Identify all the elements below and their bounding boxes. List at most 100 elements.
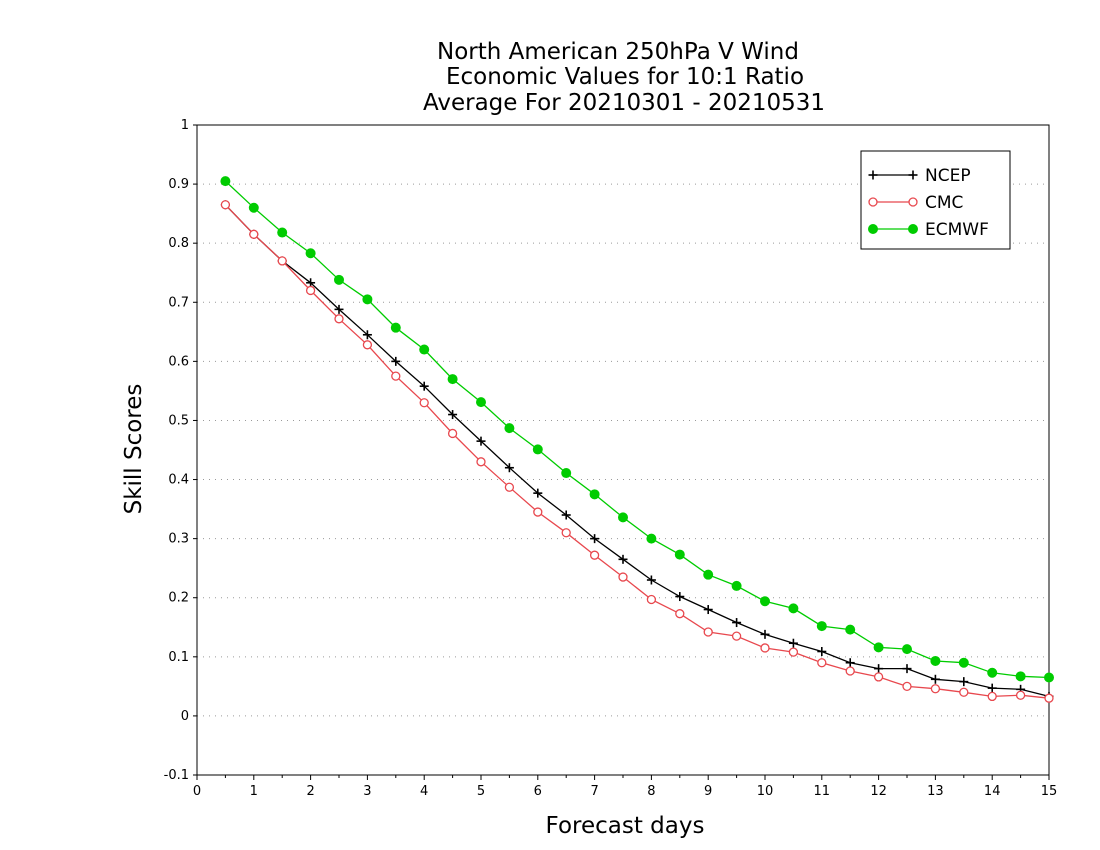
x-tick-label: 8 bbox=[647, 784, 655, 799]
x-tick-label: 0 bbox=[193, 784, 201, 799]
x-tick-label: 5 bbox=[477, 784, 485, 799]
series-ncep-point bbox=[362, 330, 372, 340]
series-ecmwf-point bbox=[589, 489, 600, 500]
x-tick-label: 14 bbox=[984, 784, 1001, 799]
series-ecmwf-point bbox=[476, 397, 486, 408]
x-axis: 0 1 2 3 4 5 6 7 8 9 10 11 12 13 14 15 bbox=[193, 775, 1057, 799]
series-ecmwf-point bbox=[419, 344, 430, 355]
series-ncep-point bbox=[448, 410, 458, 420]
series-cmc-point bbox=[249, 229, 259, 239]
x-tick-label: 10 bbox=[757, 784, 774, 799]
series-cmc-point bbox=[1015, 690, 1026, 700]
series-ecmwf-point bbox=[816, 621, 827, 632]
x-tick-label: 15 bbox=[1041, 784, 1058, 799]
series-cmc-line bbox=[224, 204, 1050, 699]
x-tick-label: 13 bbox=[927, 784, 944, 799]
legend-label-ncep: NCEP bbox=[925, 166, 971, 186]
legend-marker-ecmwf-end bbox=[908, 224, 918, 234]
x-tick-label: 1 bbox=[250, 784, 258, 799]
x-tick-label: 7 bbox=[590, 784, 598, 799]
legend-marker-cmc-start bbox=[868, 197, 878, 207]
x-tick-label: 4 bbox=[420, 784, 428, 799]
series-ecmwf-point bbox=[674, 549, 685, 560]
y-tick-label: 0.8 bbox=[168, 236, 189, 251]
series-ncep-point bbox=[561, 510, 571, 520]
x-axis-label: Forecast days bbox=[546, 813, 705, 839]
y-tick-label: 0.9 bbox=[168, 177, 189, 192]
series-ncep-point bbox=[760, 629, 770, 639]
x-tick-label: 11 bbox=[814, 784, 831, 799]
gridlines bbox=[197, 183, 1049, 717]
y-tick-label: 0.7 bbox=[168, 295, 189, 310]
series-cmc-point bbox=[533, 507, 543, 517]
series-cmc-point bbox=[391, 371, 401, 381]
y-tick-label: -0.1 bbox=[164, 768, 189, 783]
series-cmc-point bbox=[646, 594, 657, 605]
x-tick-label: 3 bbox=[363, 784, 371, 799]
series-ecmwf-point bbox=[731, 580, 742, 591]
series-cmc-point bbox=[220, 200, 231, 210]
series-ecmwf-point bbox=[334, 274, 344, 285]
series-ncep-point bbox=[703, 605, 713, 615]
series-ncep-point bbox=[874, 664, 884, 674]
y-tick-label: 0.4 bbox=[168, 473, 189, 488]
series-layer bbox=[220, 176, 1054, 703]
series-cmc-point bbox=[504, 482, 515, 492]
series-ncep-point bbox=[732, 618, 742, 628]
series-ncep-point bbox=[533, 488, 543, 498]
series-ncep-point bbox=[845, 658, 855, 668]
y-tick-label: 0.2 bbox=[168, 591, 189, 606]
y-axis-label: Skill Scores bbox=[121, 384, 147, 515]
series-cmc-point bbox=[476, 457, 486, 467]
series-ncep-point bbox=[504, 463, 514, 473]
series-cmc-point bbox=[788, 647, 799, 657]
legend-marker-ecmwf-start bbox=[868, 224, 878, 234]
series-cmc-point bbox=[589, 550, 600, 560]
series-ncep-point bbox=[334, 304, 344, 314]
series-cmc-point bbox=[675, 609, 685, 619]
series-cmc-point bbox=[447, 428, 458, 439]
series-cmc-point bbox=[817, 658, 827, 668]
series-ncep-point bbox=[618, 554, 628, 564]
series-cmc-point bbox=[277, 256, 287, 266]
x-tick-label: 9 bbox=[704, 784, 712, 799]
series-ecmwf-point bbox=[277, 227, 288, 238]
series-ecmwf-point bbox=[1015, 671, 1026, 682]
series-ecmwf-point bbox=[248, 202, 259, 213]
series-cmc-point bbox=[618, 572, 628, 582]
legend-box bbox=[860, 150, 1011, 250]
series-cmc-point bbox=[334, 314, 344, 324]
chart-title-line-2: Economic Values for 10:1 Ratio bbox=[446, 64, 804, 90]
y-tick-label: 0 bbox=[181, 709, 189, 724]
series-ecmwf-point bbox=[390, 322, 401, 333]
chart-title-line-1: North American 250hPa V Wind bbox=[437, 39, 799, 65]
series-cmc-point bbox=[760, 643, 770, 653]
series-ncep-point bbox=[391, 356, 401, 366]
x-tick-label: 6 bbox=[534, 784, 542, 799]
series-ncep-point bbox=[646, 575, 656, 585]
series-ecmwf bbox=[220, 176, 1054, 683]
series-cmc-point bbox=[1044, 693, 1054, 703]
y-tick-label: 0.5 bbox=[168, 413, 189, 428]
legend-marker-ncep-end bbox=[908, 170, 918, 180]
series-ecmwf-point bbox=[760, 596, 770, 607]
legend-label-cmc: CMC bbox=[925, 193, 963, 213]
series-ecmwf-point bbox=[958, 657, 969, 668]
chart-title: North American 250hPa V Wind Economic Va… bbox=[423, 39, 825, 116]
series-ecmwf-point bbox=[902, 644, 912, 655]
series-ecmwf-point bbox=[362, 294, 373, 305]
series-ncep-point bbox=[419, 381, 429, 391]
y-axis: 1 0.9 0.8 0.7 0.6 0.5 0.4 0.3 0.2 0.1 0 -0.1 bbox=[164, 118, 197, 783]
legend-label-ecmwf: ECMWF bbox=[925, 220, 989, 240]
series-ecmwf-point bbox=[930, 655, 941, 666]
series-ecmwf-line bbox=[224, 180, 1050, 679]
series-ncep-point bbox=[476, 436, 486, 446]
series-ecmwf-point bbox=[845, 624, 856, 635]
series-ncep-point bbox=[902, 664, 912, 674]
series-cmc-point bbox=[845, 666, 855, 676]
series-ecmwf-point bbox=[1044, 672, 1054, 683]
series-ncep-point bbox=[817, 647, 827, 656]
series-ncep-line bbox=[224, 204, 1050, 698]
series-cmc-point bbox=[362, 340, 373, 350]
series-ncep-point bbox=[959, 677, 969, 687]
